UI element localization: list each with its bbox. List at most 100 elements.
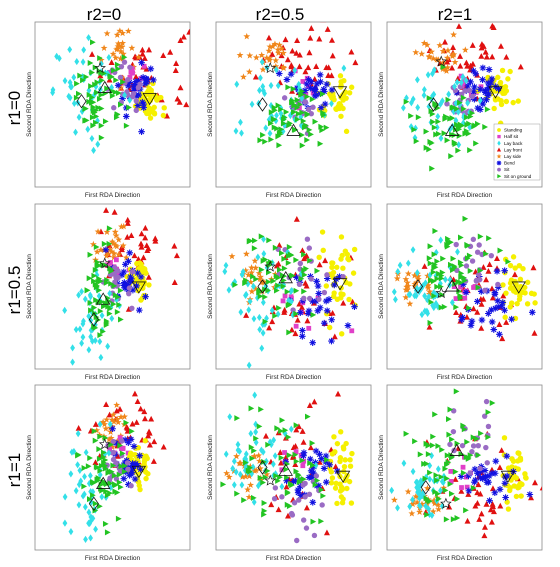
point-sit-on-ground bbox=[92, 500, 99, 507]
point-standing bbox=[158, 94, 164, 101]
point-bend bbox=[467, 78, 474, 86]
point-sit-on-ground bbox=[86, 275, 93, 282]
point-sit-on-ground bbox=[457, 99, 463, 106]
point-sit bbox=[300, 482, 306, 488]
point-sit-on-ground bbox=[475, 452, 482, 459]
point-sit-on-ground bbox=[319, 91, 326, 98]
point-lay-side bbox=[104, 250, 112, 257]
point-bend bbox=[483, 96, 490, 104]
point-lay-front bbox=[489, 294, 496, 301]
point-bend bbox=[479, 475, 487, 482]
point-sit-on-ground bbox=[435, 118, 442, 125]
point-bend bbox=[130, 83, 138, 91]
point-lay-front bbox=[281, 309, 288, 315]
point-lay-front bbox=[124, 216, 131, 223]
point-bend bbox=[467, 322, 475, 329]
point-sit-on-ground bbox=[257, 287, 263, 294]
point-sit-on-ground bbox=[462, 215, 469, 222]
point-standing bbox=[495, 74, 501, 81]
point-standing bbox=[143, 270, 149, 276]
point-sit-on-ground bbox=[261, 507, 268, 514]
point-sit-on-ground bbox=[105, 469, 112, 476]
point-half-sit bbox=[448, 469, 454, 474]
point-lay-side bbox=[245, 68, 253, 75]
point-standing bbox=[152, 94, 159, 100]
point-bend bbox=[306, 455, 314, 463]
row-title-r1-0: r1=0 bbox=[5, 91, 24, 126]
point-bend bbox=[488, 470, 496, 477]
point-sit-on-ground bbox=[291, 109, 297, 116]
point-lay-back bbox=[69, 448, 75, 456]
point-lay-front bbox=[146, 441, 153, 448]
point-lay-back bbox=[86, 34, 91, 42]
point-sit-on-ground bbox=[265, 278, 272, 285]
centroid-sit-on-ground bbox=[97, 80, 112, 93]
point-sit-on-ground bbox=[429, 110, 436, 117]
point-sit-on-ground bbox=[434, 275, 441, 282]
point-sit-on-ground bbox=[445, 239, 452, 246]
point-sit-on-ground bbox=[284, 460, 291, 467]
x-axis-label: First RDA Direction bbox=[437, 374, 493, 381]
point-sit-on-ground bbox=[308, 131, 314, 138]
point-bend bbox=[127, 436, 135, 443]
point-sit-on-ground bbox=[126, 104, 132, 111]
point-lay-back bbox=[231, 481, 237, 489]
point-lay-front bbox=[75, 425, 82, 431]
point-half-sit bbox=[300, 463, 306, 469]
point-bend bbox=[305, 307, 313, 315]
point-lay-front bbox=[307, 444, 314, 451]
point-lay-front bbox=[449, 64, 456, 71]
point-sit-on-ground bbox=[220, 481, 227, 488]
centroid-sit-on-ground bbox=[449, 443, 464, 456]
point-lay-front bbox=[171, 242, 178, 249]
point-lay-back bbox=[405, 259, 411, 267]
point-lay-side bbox=[97, 246, 105, 253]
centroid-standing bbox=[511, 281, 526, 294]
point-bend bbox=[479, 64, 487, 72]
point-half-sit bbox=[282, 293, 288, 299]
point-bend bbox=[478, 316, 486, 324]
centroid-sit-on-ground bbox=[286, 123, 301, 136]
point-lay-back bbox=[438, 486, 443, 495]
centroid-lay-back bbox=[257, 97, 268, 112]
centroid-sit-on-ground bbox=[444, 123, 460, 136]
point-sit-on-ground bbox=[275, 282, 281, 289]
point-standing bbox=[522, 471, 528, 477]
point-lay-back bbox=[98, 60, 104, 68]
point-sit-on-ground bbox=[301, 251, 307, 258]
point-lay-side bbox=[412, 48, 420, 56]
point-sit-on-ground bbox=[294, 97, 301, 104]
point-sit-on-ground bbox=[283, 109, 290, 116]
y-axis-label: Second RDA Direction bbox=[26, 72, 33, 137]
point-sit bbox=[271, 496, 278, 502]
point-sit-on-ground bbox=[467, 267, 474, 274]
point-bend bbox=[494, 297, 502, 305]
point-lay-side bbox=[425, 53, 433, 61]
point-sit-on-ground bbox=[448, 153, 454, 160]
point-bend bbox=[124, 82, 132, 90]
centroid-lay-side bbox=[264, 474, 277, 486]
point-sit bbox=[128, 482, 134, 489]
column-title-r2-0: r2=0 bbox=[87, 5, 122, 24]
point-sit-on-ground bbox=[427, 498, 433, 505]
point-lay-back bbox=[267, 438, 273, 446]
point-sit-on-ground bbox=[277, 474, 283, 481]
point-sit-on-ground bbox=[485, 434, 492, 441]
point-lay-side bbox=[275, 41, 283, 48]
point-sit bbox=[125, 466, 131, 472]
point-sit-on-ground bbox=[99, 77, 105, 84]
plot-frame bbox=[34, 384, 191, 551]
point-sit-on-ground bbox=[427, 260, 434, 267]
point-lay-back bbox=[407, 502, 413, 511]
centroid-standing bbox=[332, 86, 348, 99]
point-sit-on-ground bbox=[253, 435, 259, 442]
point-lay-back bbox=[237, 447, 242, 456]
point-lay-front bbox=[142, 224, 149, 231]
centroid-standing bbox=[335, 470, 351, 484]
point-sit-on-ground bbox=[89, 69, 95, 76]
point-lay-back bbox=[438, 236, 444, 244]
point-lay-front bbox=[493, 255, 500, 262]
point-sit-on-ground bbox=[104, 85, 110, 92]
point-lay-side bbox=[109, 411, 117, 418]
